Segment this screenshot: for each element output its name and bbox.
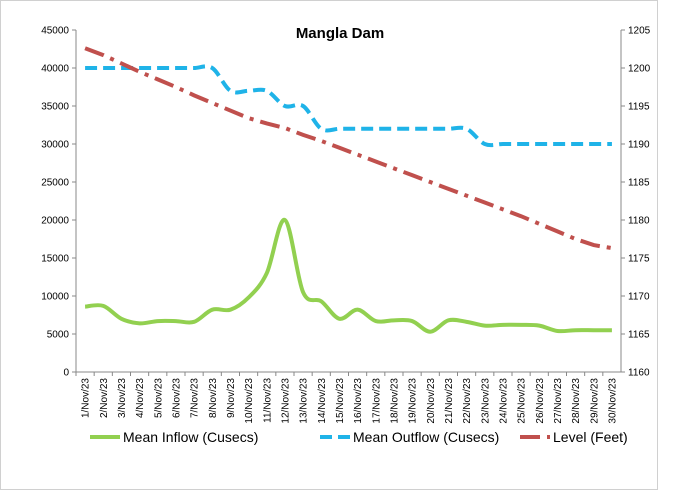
x-tick-label: 26/Nov/23 bbox=[535, 378, 546, 424]
x-tick-label: 11/Nov/23 bbox=[262, 378, 273, 423]
legend-label: Mean Inflow (Cusecs) bbox=[123, 429, 258, 445]
x-tick-label: 6/Nov/23 bbox=[171, 378, 182, 418]
y2-tick-label: 1205 bbox=[628, 26, 651, 37]
y2-tick-label: 1195 bbox=[628, 102, 650, 113]
x-tick-label: 23/Nov/23 bbox=[480, 378, 491, 424]
x-tick-label: 24/Nov/23 bbox=[498, 378, 509, 424]
y-tick-label: 15000 bbox=[41, 254, 69, 265]
y2-tick-label: 1190 bbox=[628, 140, 650, 151]
series-line bbox=[84, 46, 613, 251]
y-tick-label: 0 bbox=[63, 368, 69, 379]
x-tick-label: 28/Nov/23 bbox=[571, 378, 582, 424]
x-tick-label: 22/Nov/23 bbox=[462, 378, 473, 424]
x-tick-label: 14/Nov/23 bbox=[317, 378, 328, 424]
y2-tick-label: 1200 bbox=[628, 64, 651, 75]
legend-label: Level (Feet) bbox=[553, 429, 628, 445]
y-tick-label: 35000 bbox=[41, 102, 69, 113]
y-tick-label: 20000 bbox=[41, 216, 69, 227]
x-tick-label: 20/Nov/23 bbox=[426, 378, 437, 424]
series-line bbox=[85, 64, 612, 148]
y-tick-label: 25000 bbox=[41, 178, 69, 189]
y-tick-label: 10000 bbox=[41, 292, 69, 303]
chart-title: Mangla Dam bbox=[296, 25, 384, 42]
x-tick-label: 30/Nov/23 bbox=[607, 378, 618, 424]
x-tick-label: 18/Nov/23 bbox=[389, 378, 400, 424]
y2-tick-label: 1170 bbox=[628, 292, 650, 303]
y-tick-label: 5000 bbox=[47, 330, 70, 341]
y2-tick-label: 1160 bbox=[628, 368, 650, 379]
x-tick-label: 4/Nov/23 bbox=[135, 378, 146, 418]
legend-label: Mean Outflow (Cusecs) bbox=[353, 429, 499, 445]
y-tick-label: 45000 bbox=[41, 26, 69, 37]
chart-frame bbox=[0, 0, 658, 490]
x-tick-label: 29/Nov/23 bbox=[589, 378, 600, 424]
x-tick-label: 12/Nov/23 bbox=[280, 378, 291, 424]
x-tick-label: 3/Nov/23 bbox=[117, 378, 128, 418]
x-tick-label: 17/Nov/23 bbox=[371, 378, 382, 424]
x-tick-label: 8/Nov/23 bbox=[208, 378, 219, 418]
x-tick-label: 16/Nov/23 bbox=[353, 378, 364, 424]
series-line bbox=[84, 217, 612, 334]
x-tick-label: 1/Nov/23 bbox=[81, 378, 92, 418]
y2-tick-label: 1180 bbox=[628, 216, 650, 227]
x-tick-label: 25/Nov/23 bbox=[517, 378, 528, 424]
x-tick-label: 13/Nov/23 bbox=[299, 378, 310, 424]
y-tick-label: 40000 bbox=[41, 64, 69, 75]
y-tick-label: 30000 bbox=[41, 140, 69, 151]
x-tick-label: 9/Nov/23 bbox=[226, 378, 237, 418]
y2-tick-label: 1175 bbox=[628, 254, 650, 265]
x-tick-label: 19/Nov/23 bbox=[408, 378, 419, 424]
x-tick-label: 10/Nov/23 bbox=[244, 378, 255, 424]
y2-tick-label: 1165 bbox=[628, 330, 650, 341]
x-tick-label: 2/Nov/23 bbox=[99, 378, 110, 418]
x-tick-label: 15/Nov/23 bbox=[335, 378, 346, 424]
x-tick-label: 21/Nov/23 bbox=[444, 378, 455, 424]
x-tick-label: 5/Nov/23 bbox=[153, 378, 164, 418]
x-tick-label: 27/Nov/23 bbox=[553, 378, 564, 424]
y2-tick-label: 1185 bbox=[628, 178, 650, 189]
x-tick-label: 7/Nov/23 bbox=[190, 378, 201, 418]
